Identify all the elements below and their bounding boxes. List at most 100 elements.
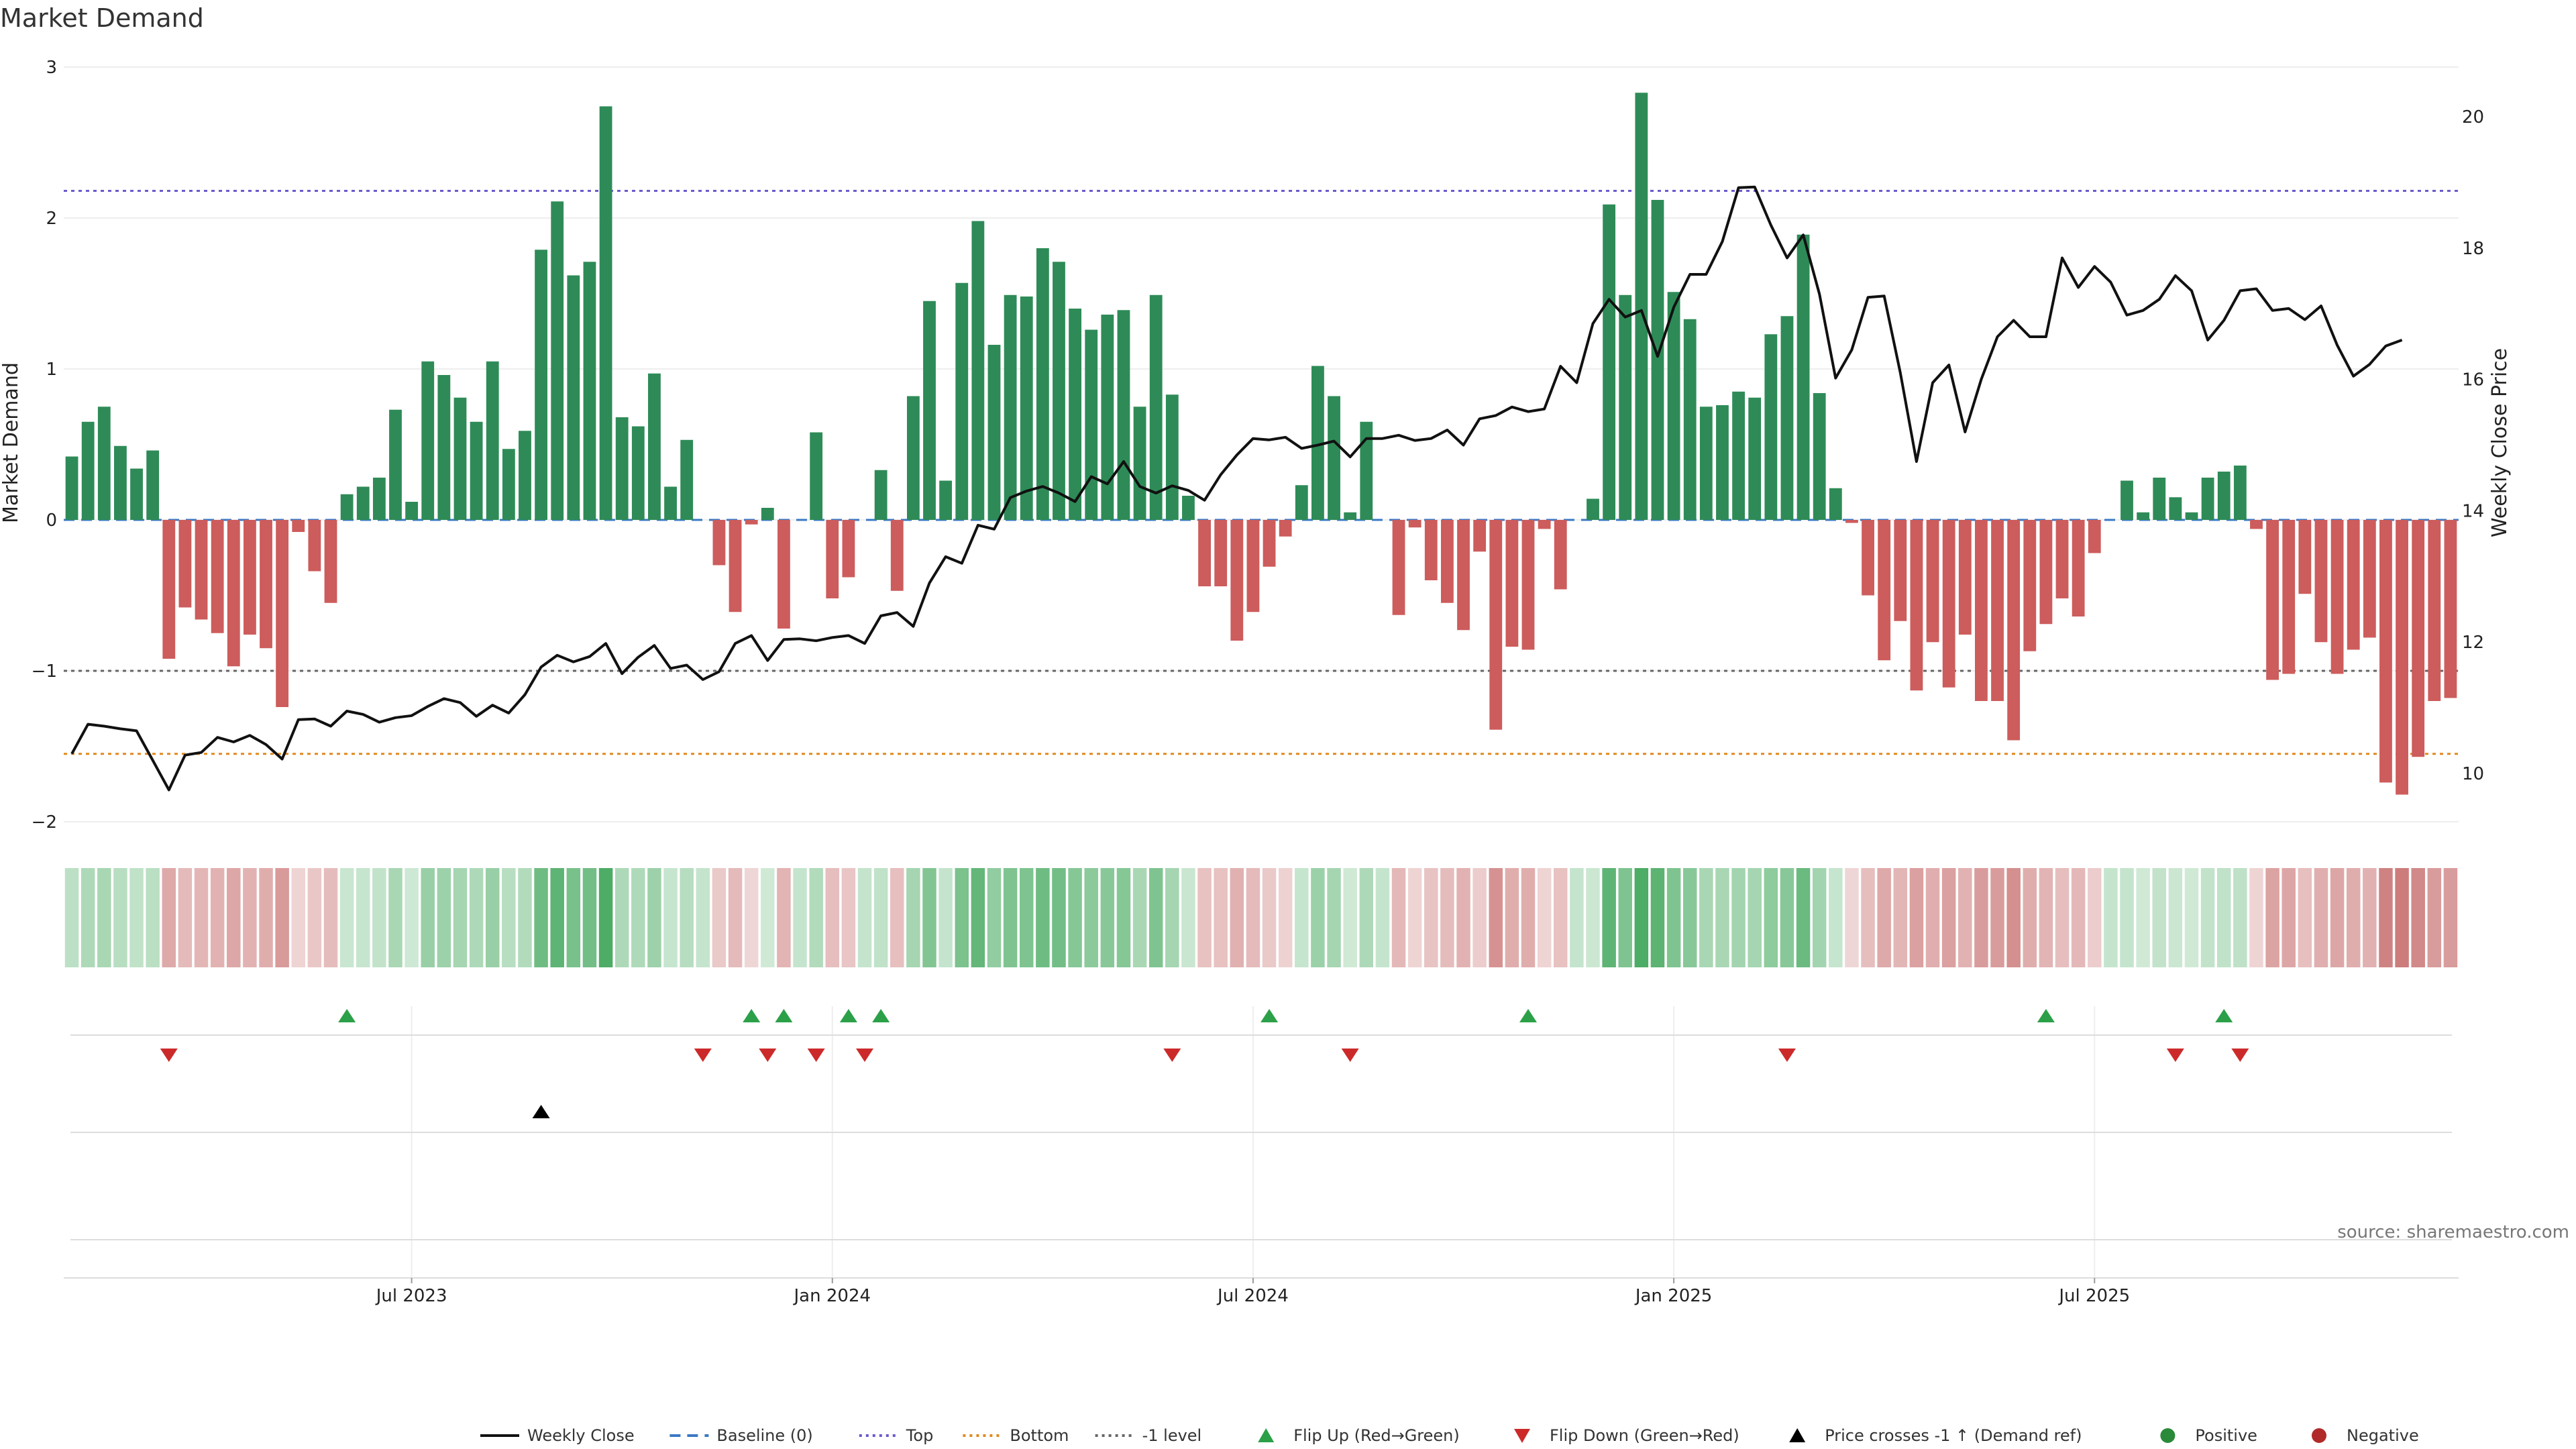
heat-strip-cell	[405, 868, 419, 967]
demand-bar	[1683, 319, 1697, 520]
demand-bar	[1424, 520, 1438, 580]
demand-bar	[519, 431, 531, 520]
price-line	[70, 185, 2403, 792]
heat-strip-cell	[825, 868, 840, 967]
heat-strip-cell	[1699, 868, 1713, 967]
flip-down-marker	[2166, 1049, 2184, 1062]
demand-bar	[2072, 520, 2085, 616]
legend-label: -1 level	[1142, 1426, 1202, 1445]
heat-strip-cell	[1521, 868, 1536, 967]
heat-strip-cell	[2071, 868, 2086, 967]
right-axis-ticks: 20 18 16 14 12 10	[2462, 107, 2484, 784]
heat-strip-cell	[1909, 868, 1924, 967]
heat-strip-cell	[2346, 868, 2361, 967]
flip-down-marker	[1163, 1049, 1181, 1062]
heat-strip-cell	[1893, 868, 1908, 967]
demand-bar	[1862, 520, 1874, 596]
demand-bar	[1894, 520, 1907, 621]
legend-item: Weekly Close	[480, 1426, 635, 1445]
heat-strip-cell	[534, 868, 548, 967]
legend-label: Bottom	[1010, 1426, 1069, 1445]
flip-up-marker	[872, 1009, 890, 1022]
heat-strip-cell	[1472, 868, 1487, 967]
demand-bar	[2363, 520, 2376, 638]
demand-bar	[162, 520, 176, 659]
heat-strip-cell	[2395, 868, 2409, 967]
heat-strip-cell	[1958, 868, 1972, 967]
demand-bar	[1440, 520, 1454, 603]
heat-strip-cell	[1019, 868, 1034, 967]
y2-tick-label: 16	[2462, 370, 2484, 390]
price-cross-marker	[532, 1105, 550, 1118]
demand-bar	[810, 432, 823, 520]
demand-bar	[842, 520, 855, 578]
heat-strip-cell	[1375, 868, 1390, 967]
demand-bar	[1635, 93, 1648, 520]
heat-strip-cell	[1327, 868, 1341, 967]
legend-label: Price crosses -1 ↑ (Demand ref)	[1825, 1426, 2082, 1445]
grid-lines	[64, 66, 2459, 1279]
heat-strip-cell	[987, 868, 1002, 967]
demand-bar	[1732, 391, 1745, 520]
demand-bar	[615, 417, 629, 520]
heat-strip-cell	[291, 868, 306, 967]
heat-strip-cell	[518, 868, 532, 967]
demand-bar	[1182, 496, 1195, 520]
demand-bar	[745, 520, 758, 525]
weekly-close-line	[70, 185, 2403, 792]
demand-bar	[1958, 520, 1972, 635]
demand-bar	[114, 445, 127, 520]
heat-strip-cell	[663, 868, 678, 967]
demand-bar	[2282, 520, 2296, 674]
heat-strip-cell	[2006, 868, 2021, 967]
demand-bar	[1408, 520, 1421, 528]
heat-strip-cell	[809, 868, 823, 967]
demand-bar	[599, 106, 612, 520]
heat-strip-cell	[1845, 868, 1859, 967]
demand-bar	[1667, 292, 1680, 520]
demand-bar	[1603, 204, 1616, 520]
demand-bars	[65, 93, 2457, 795]
heat-strip-cell	[307, 868, 322, 967]
demand-bar	[1521, 520, 1535, 650]
demand-bar	[1926, 520, 1939, 643]
heat-strip-cell	[1764, 868, 1778, 967]
demand-bar	[1975, 520, 1988, 701]
heat-strip-cell	[162, 868, 176, 967]
demand-bar	[1101, 315, 1114, 520]
heat-strip-cell	[1748, 868, 1762, 967]
heat-strip-cell	[1116, 868, 1131, 967]
demand-bar	[2153, 478, 2166, 520]
heat-strip-cell	[647, 868, 661, 967]
flip-up-marker	[775, 1009, 793, 1022]
heat-strip-cell	[1165, 868, 1179, 967]
heat-strip-cell	[696, 868, 710, 967]
heat-strip-cell	[955, 868, 969, 967]
demand-bar	[1716, 405, 1729, 520]
demand-bar	[1813, 393, 1826, 520]
heat-strip-cell	[1391, 868, 1406, 967]
demand-bar	[648, 373, 661, 520]
flip-up-marker	[1519, 1009, 1538, 1022]
demand-bar	[712, 520, 726, 566]
heat-strip-cell	[1829, 868, 1843, 967]
demand-bar	[729, 520, 742, 612]
heat-strip-cell	[582, 868, 597, 967]
y2-tick-label: 14	[2462, 501, 2484, 521]
left-axis-ticks: 3 2 1 0 −1 −2	[32, 58, 57, 833]
legend-item: Top	[859, 1426, 933, 1445]
demand-bar	[2444, 520, 2457, 698]
flip-down-marker	[1341, 1049, 1359, 1062]
demand-bar	[2137, 512, 2150, 520]
heat-strip-cell	[1812, 868, 1827, 967]
demand-bar	[1069, 309, 1082, 520]
heat-strip-cell	[744, 868, 759, 967]
demand-bar	[567, 275, 580, 520]
heat-strip-cell	[1990, 868, 2004, 967]
demand-bar	[486, 361, 499, 520]
heat-strip-cell	[323, 868, 338, 967]
heat-strip-cell	[469, 868, 484, 967]
heat-strip-cell	[210, 868, 225, 967]
demand-bar	[664, 486, 677, 520]
flip-up-marker	[338, 1009, 356, 1022]
